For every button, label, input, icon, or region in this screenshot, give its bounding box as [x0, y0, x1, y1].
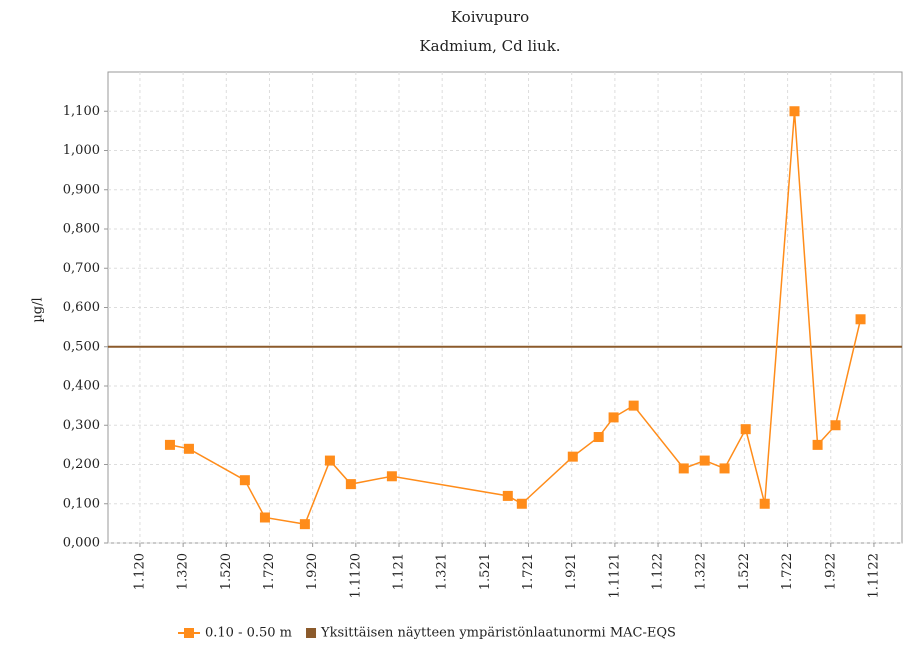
y-tick-label: 0,300 [63, 418, 100, 433]
chart-subtitle: Kadmium, Cd liuk. [419, 37, 560, 55]
point [628, 400, 639, 411]
x-tick-label: 1.1120 [348, 553, 363, 599]
y-tick-label: 0,600 [63, 300, 100, 315]
legend-label: Yksittäisen näytteen ympäristönlaatunorm… [320, 626, 676, 641]
point [830, 420, 841, 431]
legend-swatch [184, 628, 194, 638]
y-tick-label: 0,800 [63, 222, 100, 237]
point [345, 479, 356, 490]
chart-title: Koivupuro [451, 8, 529, 26]
y-tick-label: 0,500 [63, 339, 100, 354]
y-tick-label: 1,100 [63, 104, 100, 119]
legend-label: 0.10 - 0.50 m [205, 626, 292, 641]
point [567, 451, 578, 462]
y-tick-label: 0,200 [63, 457, 100, 472]
point [386, 471, 397, 482]
point [502, 490, 513, 501]
x-tick-label: 1.1121 [607, 553, 622, 599]
x-tick-label: 1.121 [392, 553, 407, 590]
x-tick-label: 1.721 [521, 553, 536, 590]
x-tick-label: 1.320 [176, 553, 191, 590]
point [183, 443, 194, 454]
x-tick-label: 1.122 [651, 553, 666, 590]
y-tick-label: 0,100 [63, 496, 100, 511]
point [719, 463, 730, 474]
y-tick-label: 0,700 [63, 261, 100, 276]
x-tick-label: 1.120 [132, 553, 147, 590]
x-tick-label: 1.521 [478, 553, 493, 590]
point [324, 455, 335, 466]
y-axis-label: µg/l [31, 297, 46, 322]
point [593, 432, 604, 443]
x-tick-label: 1.920 [305, 553, 320, 590]
legend-swatch [306, 628, 317, 638]
y-tick-label: 0,400 [63, 379, 100, 394]
x-tick-label: 1.321 [435, 553, 450, 590]
point [699, 455, 710, 466]
point [855, 314, 866, 325]
point [740, 424, 751, 435]
x-tick-label: 1.1122 [866, 553, 881, 599]
point [608, 412, 619, 423]
point [164, 439, 175, 450]
x-tick-label: 1.720 [262, 553, 277, 590]
y-tick-label: 0,000 [63, 536, 100, 551]
x-tick-label: 1.922 [823, 553, 838, 590]
point [789, 106, 800, 117]
x-tick-label: 1.921 [564, 553, 579, 590]
point [299, 519, 310, 530]
point [239, 475, 250, 486]
y-tick-label: 0,900 [63, 182, 100, 197]
point [259, 512, 270, 523]
x-tick-label: 1.522 [737, 553, 752, 590]
point [678, 463, 689, 474]
x-tick-label: 1.722 [780, 553, 795, 590]
point [812, 439, 823, 450]
y-tick-label: 1,000 [63, 143, 100, 158]
x-tick-label: 1.322 [694, 553, 709, 590]
point [516, 498, 527, 509]
point [759, 498, 770, 509]
x-tick-label: 1.520 [219, 553, 234, 590]
